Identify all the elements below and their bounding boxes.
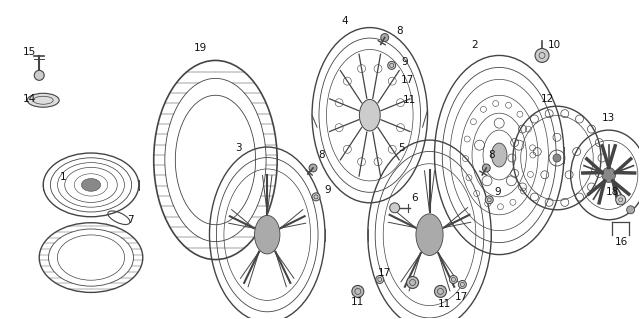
Text: 1: 1: [60, 172, 67, 182]
Text: 17: 17: [455, 293, 468, 302]
Text: 9: 9: [401, 57, 408, 67]
Text: 4: 4: [342, 16, 348, 26]
Text: 6: 6: [412, 193, 418, 203]
Text: 17: 17: [401, 75, 414, 85]
Text: 17: 17: [378, 268, 391, 278]
Circle shape: [553, 154, 561, 162]
Text: 11: 11: [438, 299, 451, 309]
Circle shape: [627, 206, 635, 214]
Text: 9: 9: [494, 187, 500, 197]
Circle shape: [381, 33, 388, 41]
Circle shape: [312, 193, 320, 201]
Circle shape: [390, 203, 399, 213]
Circle shape: [449, 276, 458, 284]
Text: 8: 8: [488, 150, 495, 160]
Ellipse shape: [81, 179, 100, 191]
Circle shape: [352, 286, 364, 297]
Text: 5: 5: [398, 143, 405, 153]
Text: 9: 9: [324, 185, 332, 195]
Text: 19: 19: [194, 43, 207, 54]
Text: 12: 12: [540, 94, 554, 104]
Circle shape: [435, 286, 447, 297]
Circle shape: [35, 70, 44, 80]
Text: 2: 2: [471, 41, 477, 50]
Circle shape: [406, 277, 419, 288]
Circle shape: [483, 164, 490, 172]
Text: 11: 11: [403, 95, 416, 105]
Circle shape: [309, 164, 317, 172]
Ellipse shape: [360, 100, 380, 131]
Text: 18: 18: [606, 187, 620, 197]
Text: 14: 14: [22, 94, 36, 104]
Text: 13: 13: [602, 113, 616, 123]
Circle shape: [616, 195, 626, 205]
Text: 11: 11: [351, 297, 364, 308]
Ellipse shape: [492, 143, 507, 167]
Circle shape: [485, 196, 493, 204]
Ellipse shape: [255, 215, 280, 254]
Text: 15: 15: [22, 48, 36, 57]
Ellipse shape: [416, 214, 443, 256]
Circle shape: [388, 62, 396, 70]
Circle shape: [458, 280, 467, 288]
Text: 10: 10: [547, 41, 561, 50]
Text: 16: 16: [615, 237, 628, 247]
Text: 7: 7: [127, 215, 134, 225]
Text: 3: 3: [235, 143, 242, 153]
Ellipse shape: [602, 167, 616, 182]
Circle shape: [535, 48, 549, 63]
Ellipse shape: [28, 93, 59, 107]
Circle shape: [376, 276, 384, 284]
Text: 8: 8: [319, 150, 325, 160]
Text: 8: 8: [396, 26, 403, 35]
